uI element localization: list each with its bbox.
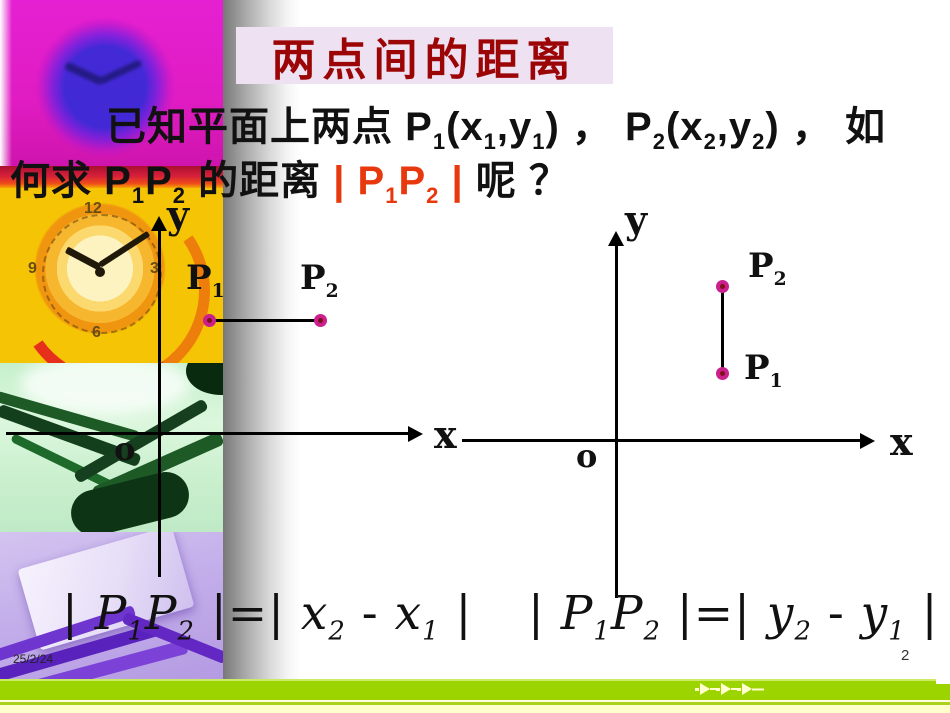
x-axis-arrow-icon: [860, 433, 875, 449]
clock-minute-hand: [98, 59, 143, 85]
clock-photo-blue: [0, 0, 225, 166]
books-photo-purple: [0, 532, 225, 682]
origin-label: o: [576, 437, 598, 475]
formula-horizontal-distance: | P1P2 |=| x2 - x1 |: [62, 586, 473, 647]
nav-bar-notch: [936, 679, 950, 684]
photo-strip-shadow: [223, 0, 301, 682]
clock-hour-hand: [64, 61, 104, 86]
y-axis-arrow-icon: [608, 231, 624, 246]
x-axis-arrow-icon: [408, 426, 423, 442]
page-title: 两点间的距离: [271, 35, 578, 85]
intro-line-2: 何求 P1P2 的距离 | P1P2 | 呢 ？: [10, 159, 570, 208]
photo-edge-fade: [0, 0, 12, 166]
formula-vertical-distance: | P1P2 |=| y2 - y1 |: [528, 586, 939, 647]
y-axis-label: y: [167, 192, 190, 237]
segment-p1-p2: [210, 319, 320, 322]
point-p1-dot: [716, 367, 729, 380]
intro-line-1: 已知平面上两点 P1(x1,y1) ， P2(x2,y2) ， 如: [106, 105, 886, 154]
footer-strip-yellow: [0, 705, 950, 713]
y-axis: [158, 230, 161, 577]
y-axis-label: y: [625, 197, 648, 242]
red-divider-strip: [0, 166, 225, 188]
point-p1-label: P1: [744, 348, 783, 392]
point-p2-label: P2: [300, 258, 339, 302]
point-p2-label: P2: [748, 246, 787, 290]
point-p2-dot: [716, 280, 729, 293]
x-axis: [6, 432, 410, 435]
title-banner: 两点间的距离: [236, 27, 613, 85]
date-label: 25/2/24: [13, 652, 54, 666]
clock-tick-ring: [42, 214, 162, 334]
fast-forward-arrows-icon[interactable]: [695, 683, 765, 696]
point-p1-dot: [203, 314, 216, 327]
clock-numeral-3: 3: [150, 260, 159, 277]
footer-strip-light: [0, 700, 950, 702]
x-axis: [462, 439, 862, 442]
page-number: 2: [901, 647, 910, 664]
y-axis: [615, 245, 618, 598]
slide-nav-bar: [0, 679, 950, 700]
x-axis-label: x: [434, 412, 457, 457]
footer-strip-green-line: [0, 702, 950, 705]
segment-p1-p2: [721, 287, 724, 374]
clock-numeral-12: 12: [84, 200, 102, 217]
clock-center: [95, 267, 105, 277]
x-axis-label: x: [890, 419, 913, 464]
clock-numeral-9: 9: [28, 260, 37, 277]
point-p1-label: P1: [186, 258, 225, 302]
y-axis-arrow-icon: [151, 216, 167, 231]
point-p2-dot: [314, 314, 327, 327]
pens-photo-green: [0, 363, 225, 532]
clock-numeral-6: 6: [92, 324, 101, 341]
origin-label: o: [114, 430, 136, 468]
dark-corner: [186, 363, 225, 395]
